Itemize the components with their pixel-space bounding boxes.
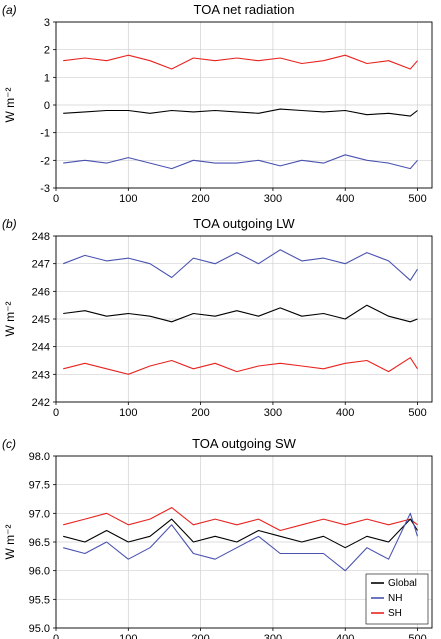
y-tick-label: 97.5	[29, 480, 50, 492]
series-line-sh	[63, 507, 418, 532]
x-tick-label: 500	[408, 193, 426, 205]
panel-label: (c)	[2, 437, 16, 451]
panel-3: 0 100 200 300 400 500 95.0 95.5 96.0 96.5 97.0 97.5…	[2, 436, 433, 639]
series-line-nh	[63, 154, 418, 170]
panel-title: TOA outgoing SW	[192, 436, 297, 451]
y-tick-label: 96.0	[29, 566, 50, 578]
x-tick-label: 300	[264, 407, 282, 419]
x-tick-label: 500	[408, 633, 426, 639]
y-tick-label: 1	[44, 72, 50, 84]
x-tick-label: 100	[119, 407, 137, 419]
y-tick-label: 98.0	[29, 451, 50, 463]
y-tick-label: 243	[32, 369, 50, 381]
x-tick-label: 400	[336, 633, 354, 639]
x-tick-label: 300	[264, 193, 282, 205]
y-tick-label: 96.5	[29, 537, 50, 549]
x-tick-label: 100	[119, 193, 137, 205]
legend-label-sh: SH	[388, 608, 402, 619]
y-tick-label: 242	[32, 397, 50, 409]
panel-label: (a)	[2, 3, 17, 17]
y-tick-label: -3	[40, 183, 50, 195]
panel-1: 0 100 200 300 400 500 -3 -2 -1 0 1 2 3 TOA net radiat…	[2, 2, 433, 205]
x-tick-label: 100	[119, 633, 137, 639]
panel-title: TOA outgoing LW	[193, 216, 295, 231]
y-tick-label: 95.5	[29, 594, 50, 606]
y-axis-label: W m⁻²	[3, 525, 17, 560]
legend: Global NH SH	[365, 573, 429, 625]
x-tick-label: 200	[191, 633, 209, 639]
x-tick-label: 300	[264, 633, 282, 639]
legend-label-global: Global	[388, 578, 417, 589]
series-line-global	[63, 304, 418, 323]
y-tick-label: 95.0	[29, 623, 50, 635]
y-axis-label: W m⁻²	[3, 302, 17, 337]
y-tick-label: 248	[32, 231, 50, 243]
y-tick-label: 245	[32, 314, 50, 326]
legend-label-nh: NH	[388, 593, 402, 604]
x-tick-label: 0	[53, 407, 59, 419]
y-tick-label: 246	[32, 286, 50, 298]
y-tick-label: 247	[32, 259, 50, 271]
series-line-sh	[63, 54, 418, 70]
y-tick-label: 244	[32, 342, 50, 354]
y-tick-label: 0	[44, 100, 50, 112]
x-tick-label: 400	[336, 193, 354, 205]
x-tick-label: 200	[191, 193, 209, 205]
series-line-nh	[63, 249, 418, 281]
y-tick-label: 3	[44, 17, 50, 29]
x-tick-label: 0	[53, 193, 59, 205]
x-tick-label: 0	[53, 633, 59, 639]
series-line-global	[63, 108, 418, 117]
panel-title: TOA net radiation	[194, 2, 295, 17]
panel-label: (b)	[2, 217, 17, 231]
x-tick-label: 500	[408, 407, 426, 419]
panel-2: 0 100 200 300 400 500 242 243 244 245 246 247 248 TOA…	[2, 216, 433, 419]
y-tick-label: 97.0	[29, 508, 50, 520]
y-axis-label: W m⁻²	[3, 88, 17, 123]
y-tick-label: -2	[40, 155, 50, 167]
y-tick-label: -1	[40, 128, 50, 140]
x-tick-label: 400	[336, 407, 354, 419]
y-tick-label: 2	[44, 45, 50, 57]
series-line-nh	[63, 512, 419, 572]
x-tick-label: 200	[191, 407, 209, 419]
series-line-global	[63, 518, 418, 549]
series-line-sh	[63, 357, 418, 375]
